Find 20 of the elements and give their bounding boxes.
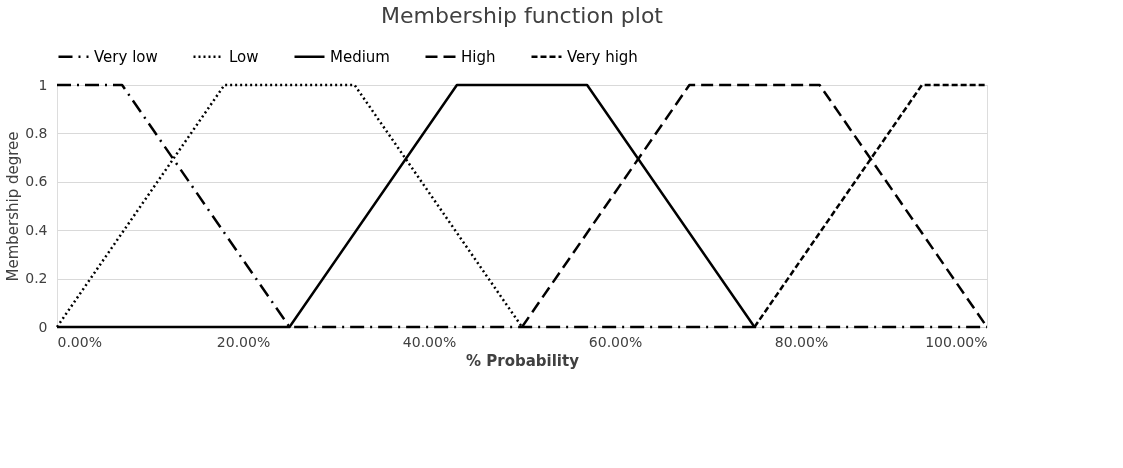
x-axis-title: % Probability xyxy=(466,351,580,370)
chart-title: Membership function plot xyxy=(381,3,664,28)
legend-label: High xyxy=(461,47,496,66)
y-tick-label: 1 xyxy=(38,76,48,93)
x-tick-label: 60.00% xyxy=(588,333,643,350)
y-tick-label: 0.4 xyxy=(25,221,48,238)
y-axis-title: Membership degree xyxy=(4,131,23,282)
legend-label: Very low xyxy=(94,47,158,66)
x-tick-label: 0.00% xyxy=(57,333,102,350)
y-tick-label: 0 xyxy=(38,318,48,335)
legend-label: Very high xyxy=(567,47,638,66)
legend-label: Medium xyxy=(330,47,390,66)
y-tick-label: 0.2 xyxy=(25,270,48,287)
legend-label: Low xyxy=(229,47,259,66)
x-tick-label: 100.00% xyxy=(925,333,988,350)
x-tick-label: 20.00% xyxy=(216,333,271,350)
y-tick-label: 0.8 xyxy=(25,124,48,141)
x-tick-label: 80.00% xyxy=(774,333,829,350)
x-tick-label: 40.00% xyxy=(402,333,457,350)
y-tick-label: 0.6 xyxy=(25,173,48,190)
